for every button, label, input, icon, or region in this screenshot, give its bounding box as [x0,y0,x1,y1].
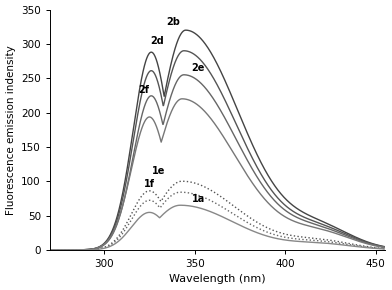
Text: 1a: 1a [192,194,205,204]
Text: 1f: 1f [144,180,155,189]
Text: 1e: 1e [152,166,165,176]
Text: 2b: 2b [166,17,180,27]
Text: 2d: 2d [150,36,163,46]
X-axis label: Wavelength (nm): Wavelength (nm) [169,274,266,284]
Text: 2f: 2f [138,85,149,95]
Text: 2e: 2e [192,63,205,73]
Y-axis label: Fluorescence emission indensity: Fluorescence emission indensity [5,45,16,215]
